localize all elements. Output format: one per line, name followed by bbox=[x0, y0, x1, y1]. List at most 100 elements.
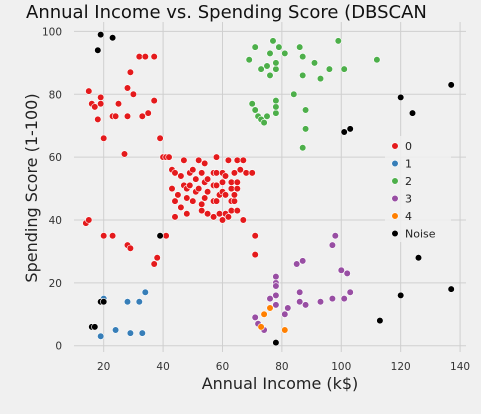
data-point bbox=[239, 156, 247, 164]
data-point bbox=[290, 90, 298, 98]
y-tick-label: 100 bbox=[42, 26, 62, 38]
data-point bbox=[230, 169, 238, 177]
x-tick-label: 20 bbox=[97, 361, 110, 373]
x-tick-label: 120 bbox=[391, 361, 411, 373]
data-point bbox=[316, 74, 325, 83]
data-point bbox=[111, 326, 120, 334]
data-point bbox=[201, 159, 209, 167]
legend-label: Noise bbox=[405, 228, 436, 241]
data-point bbox=[97, 332, 105, 340]
data-point bbox=[171, 213, 179, 221]
data-point bbox=[272, 109, 280, 117]
data-point bbox=[91, 323, 99, 331]
data-point bbox=[218, 178, 227, 186]
data-point bbox=[340, 65, 348, 73]
data-point bbox=[224, 156, 232, 164]
data-point bbox=[346, 288, 354, 296]
data-point bbox=[165, 153, 173, 161]
data-point bbox=[376, 317, 384, 325]
data-point bbox=[192, 175, 200, 183]
data-point bbox=[248, 100, 256, 108]
data-point bbox=[325, 65, 334, 73]
data-point bbox=[272, 273, 280, 281]
data-point bbox=[272, 59, 280, 67]
data-point bbox=[248, 169, 256, 177]
data-point bbox=[100, 232, 108, 240]
series-4 bbox=[257, 304, 289, 334]
data-point bbox=[141, 52, 149, 61]
data-point bbox=[272, 65, 280, 73]
data-point bbox=[94, 46, 102, 54]
data-point bbox=[198, 200, 206, 208]
data-point bbox=[272, 103, 280, 111]
data-point bbox=[251, 43, 259, 51]
data-point bbox=[233, 178, 241, 186]
legend-label: 2 bbox=[405, 175, 412, 188]
legend-box bbox=[385, 136, 451, 242]
data-point bbox=[201, 194, 209, 202]
data-point bbox=[210, 213, 218, 221]
y-tick-label: 60 bbox=[49, 152, 62, 164]
data-point bbox=[340, 128, 348, 136]
legend-label: 1 bbox=[405, 158, 412, 171]
series-3 bbox=[251, 232, 354, 334]
data-point bbox=[266, 71, 274, 79]
data-point bbox=[260, 310, 268, 318]
data-point bbox=[266, 304, 274, 312]
data-point bbox=[296, 298, 304, 306]
chart-title: Annual Income vs. Spending Score (DBSCAN bbox=[26, 2, 427, 23]
data-point bbox=[230, 197, 238, 205]
y-axis-label: Spending Score (1-100) bbox=[22, 93, 41, 282]
data-point bbox=[296, 43, 304, 51]
legend-marker bbox=[391, 194, 399, 203]
data-point bbox=[251, 232, 259, 240]
data-point bbox=[302, 106, 310, 114]
data-point bbox=[263, 62, 271, 70]
data-point bbox=[156, 232, 164, 240]
data-point bbox=[334, 37, 342, 45]
data-point bbox=[138, 329, 146, 337]
data-point bbox=[212, 197, 221, 205]
data-point bbox=[100, 298, 108, 306]
data-point bbox=[97, 100, 105, 108]
data-point bbox=[397, 291, 405, 300]
data-point bbox=[204, 188, 212, 196]
data-point bbox=[272, 96, 280, 105]
data-point bbox=[183, 194, 191, 202]
series-2 bbox=[245, 37, 381, 152]
data-point bbox=[272, 301, 280, 309]
data-point bbox=[233, 185, 241, 193]
x-tick-label: 80 bbox=[275, 361, 288, 373]
data-point bbox=[260, 118, 268, 127]
data-point bbox=[150, 260, 158, 268]
data-point bbox=[174, 191, 182, 199]
data-point bbox=[266, 295, 274, 303]
data-point bbox=[221, 172, 230, 180]
data-point bbox=[135, 52, 143, 61]
data-point bbox=[331, 232, 339, 240]
x-tick-labels: 20 40 60 80 100 120 140 bbox=[97, 361, 470, 373]
data-point bbox=[302, 125, 310, 133]
data-point bbox=[183, 210, 191, 218]
data-point bbox=[257, 65, 265, 73]
data-point bbox=[111, 112, 120, 120]
data-point bbox=[269, 37, 277, 45]
data-point bbox=[195, 185, 203, 193]
data-point bbox=[177, 172, 185, 180]
x-axis-label: Annual Income (k$) bbox=[202, 374, 359, 393]
data-point bbox=[233, 207, 241, 215]
data-point bbox=[447, 285, 455, 293]
data-point bbox=[126, 244, 134, 252]
data-point bbox=[180, 156, 188, 164]
data-point bbox=[316, 298, 325, 306]
data-point bbox=[251, 313, 259, 322]
series-0 bbox=[82, 52, 259, 268]
data-point bbox=[198, 169, 206, 177]
data-point bbox=[141, 288, 149, 296]
data-point bbox=[251, 106, 259, 114]
data-point bbox=[126, 68, 134, 76]
data-point bbox=[224, 213, 232, 221]
data-point bbox=[120, 150, 129, 158]
legend: 0 1 2 3 4 Noise bbox=[385, 136, 451, 242]
